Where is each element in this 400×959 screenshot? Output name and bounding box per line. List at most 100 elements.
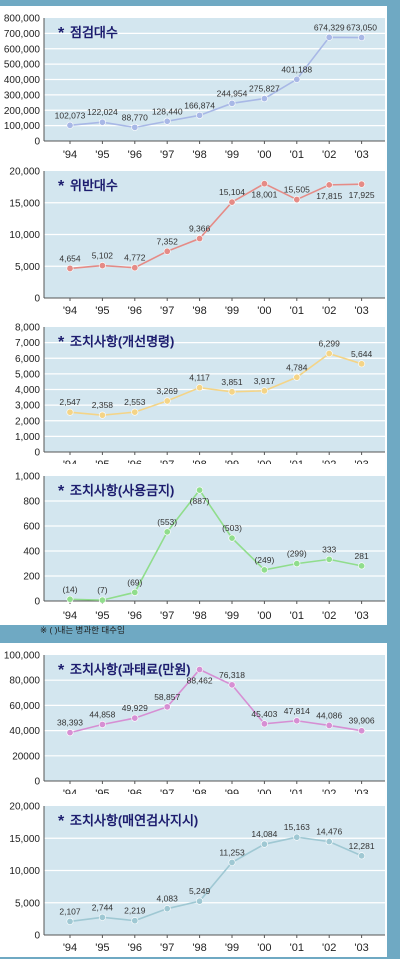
x-tick-label: '00 [257, 610, 271, 622]
data-point [228, 198, 236, 206]
data-point [98, 913, 106, 921]
data-point [325, 33, 333, 41]
data-point [228, 534, 236, 542]
data-label: 9,366 [189, 224, 211, 234]
data-point [293, 833, 301, 841]
data-point [228, 681, 236, 689]
data-label: 2,219 [124, 906, 146, 916]
x-tick-label: '97 [160, 305, 174, 317]
y-tick-label: 8,000 [15, 323, 40, 334]
series-line [69, 352, 362, 416]
data-label: (249) [254, 555, 274, 565]
x-tick-label: '01 [290, 305, 304, 317]
data-label: 3,917 [254, 376, 276, 386]
data-label: 2,553 [124, 397, 146, 407]
y-tick-label: 0 [34, 137, 40, 148]
data-label: 244,954 [217, 88, 248, 98]
x-tick-label: '95 [95, 610, 109, 622]
x-tick-label: '02 [322, 610, 336, 622]
y-tick-label: 3,000 [15, 401, 40, 412]
data-point [163, 117, 171, 125]
data-label: 3,269 [157, 386, 179, 396]
chart-title: 점검대수 [70, 25, 118, 40]
data-label: 44,858 [89, 709, 115, 719]
data-point [163, 397, 171, 405]
x-tick-label: '94 [63, 942, 77, 954]
data-point [196, 666, 204, 674]
data-label: (14) [62, 584, 77, 594]
chart-5: 02000040,00060,00080,000100,000'94'95'96… [0, 643, 387, 803]
x-tick-label: '98 [192, 305, 206, 317]
data-point [293, 196, 301, 204]
data-point [131, 917, 139, 925]
x-tick-label: '98 [192, 149, 206, 161]
data-label: 2,358 [92, 400, 114, 410]
y-tick-label: 200 [23, 572, 40, 583]
y-tick-label: 400 [23, 547, 40, 558]
data-point [325, 350, 333, 358]
data-label: 6,299 [319, 339, 341, 349]
data-point [196, 111, 204, 119]
y-tick-label: 15,000 [9, 198, 40, 209]
chart-title: 조치사항(매연검사지시) [70, 813, 198, 828]
data-label: 39,906 [349, 716, 375, 726]
x-tick-label: '00 [257, 305, 271, 317]
x-tick-label: '96 [128, 610, 142, 622]
y-tick-label: 5,000 [15, 898, 40, 909]
y-tick-label: 0 [34, 777, 40, 788]
data-point [98, 118, 106, 126]
data-point [66, 917, 74, 925]
x-tick-label: '99 [225, 305, 239, 317]
data-point [98, 262, 106, 270]
chart-title: 조치사항(사용금지) [70, 483, 174, 498]
data-label: 15,163 [284, 822, 310, 832]
data-label: 14,084 [251, 829, 277, 839]
data-point [98, 720, 106, 728]
x-tick-label: '97 [160, 610, 174, 622]
data-point [196, 384, 204, 392]
y-tick-label: 80,000 [9, 676, 40, 687]
data-point [293, 717, 301, 725]
y-tick-label: 800 [23, 497, 40, 508]
chart-title: 위반대수 [70, 178, 118, 193]
data-label: 5,644 [351, 349, 373, 359]
chart-title-marker: * [58, 334, 65, 351]
chart-title: 조치사항(과태료(만원) [70, 662, 191, 677]
data-point [163, 247, 171, 255]
data-label: 15,505 [284, 185, 310, 195]
data-point [228, 99, 236, 107]
series-line [69, 668, 362, 734]
data-label: 49,929 [122, 703, 148, 713]
data-label: 401,188 [281, 64, 312, 74]
data-label: 14,476 [316, 827, 342, 837]
data-label: (7) [97, 585, 108, 595]
chart-2: 0 5,000 10,000 15,000 20,000 '94 '95 '96 '97 '98 '… [0, 159, 387, 320]
data-label: 88,770 [122, 112, 148, 122]
data-label: 11,253 [219, 847, 245, 857]
data-point [98, 596, 106, 604]
y-tick-label: 10,000 [9, 866, 40, 877]
data-label: 281 [355, 551, 369, 561]
data-point [358, 852, 366, 860]
data-point [358, 360, 366, 368]
y-tick-label: 200,000 [4, 106, 41, 117]
data-point [358, 34, 366, 42]
data-label: (69) [127, 577, 142, 587]
x-tick-label: '94 [63, 610, 77, 622]
x-tick-label: '00 [257, 942, 271, 954]
data-label: 44,086 [316, 710, 342, 720]
data-point [260, 840, 268, 848]
y-tick-label: 15,000 [9, 834, 40, 845]
data-point [131, 123, 139, 131]
data-point [325, 838, 333, 846]
data-label: 4,654 [59, 253, 81, 263]
x-tick-label: '96 [128, 149, 142, 161]
y-tick-label: 0 [34, 294, 40, 305]
y-tick-label: 7,000 [15, 338, 40, 349]
data-point [66, 729, 74, 737]
y-tick-label: 600 [23, 522, 40, 533]
y-tick-label: 60,000 [9, 701, 40, 712]
chart-title-marker: * [58, 178, 65, 195]
x-tick-label: '95 [95, 305, 109, 317]
